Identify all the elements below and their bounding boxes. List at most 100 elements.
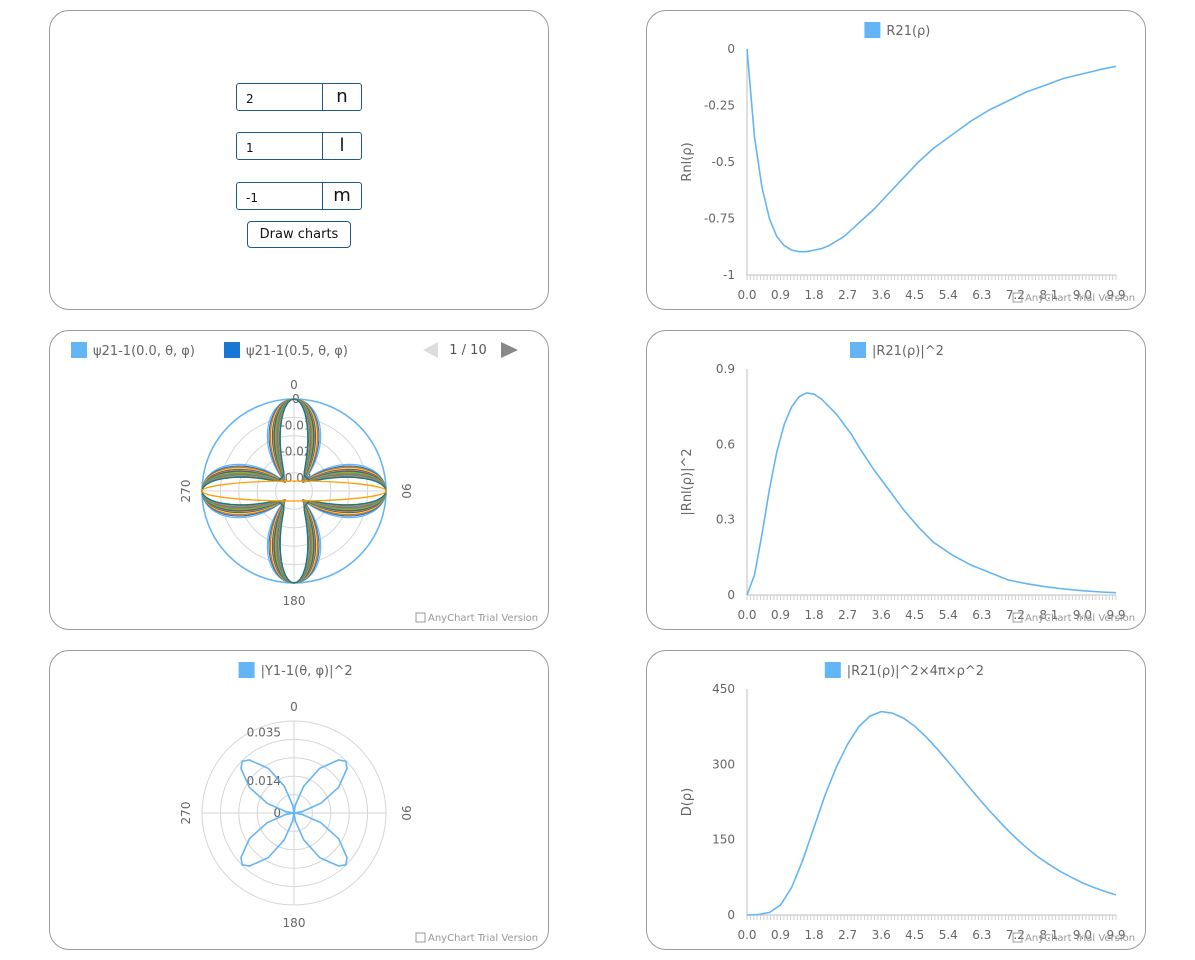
x-tick-label: 0.9: [771, 928, 790, 942]
x-tick-label: 7.2: [1006, 288, 1025, 302]
series-line: [746, 710, 1117, 916]
wavefunction-chart: ψ21-1(0.0, θ, φ) ψ21-1(0.5, θ, φ) 1 / 10 0 1…: [71, 342, 538, 624]
x-tick-label: 4.5: [905, 608, 924, 622]
angular-chart: |Y1-1(θ, φ)|^2 0 180 90 270 0.035 0.014 0 AnyCha…: [179, 662, 538, 944]
series-line: [746, 392, 1117, 596]
series-line: [240, 759, 348, 867]
watermark-text: AnyChart Trial Version: [1025, 933, 1135, 944]
angle-label-270: 270: [179, 480, 193, 503]
y-axis-title: D(ρ): [680, 788, 695, 816]
legend-label-0: R21(ρ): [886, 24, 930, 39]
draw-charts-button[interactable]: Draw charts: [247, 221, 351, 248]
watermark-icon: [1012, 612, 1023, 623]
angle-label-0: 0: [290, 700, 298, 714]
radial-squared-chart-panel: |R21(ρ)|^2 0.0 0.9 1.8 2.7 3.6 4.5 5.4 6.3 7.2 8.1…: [646, 330, 1146, 630]
radial-squared-chart: |R21(ρ)|^2 0.0 0.9 1.8 2.7 3.6 4.5 5.4 6.3 7.2 8.1…: [680, 342, 1135, 624]
x-tick-label: 0.0: [737, 928, 756, 942]
l-field: l: [236, 132, 362, 160]
y-tick-label: 450: [712, 682, 735, 696]
x-tick-label: 8.1: [1039, 928, 1058, 942]
legend-marker-1: [224, 342, 240, 358]
y-tick-label: 0: [727, 588, 735, 602]
radial-tick-label: 0.035: [247, 726, 281, 740]
x-tick-label: 1.8: [805, 288, 824, 302]
y-tick-label: 0: [727, 42, 735, 56]
legend-marker-0: [824, 662, 841, 678]
y-tick-label: 0.6: [716, 437, 735, 451]
x-tick-label: 8.1: [1039, 608, 1058, 622]
x-tick-label: 1.8: [805, 608, 824, 622]
legend-label-0: |R21(ρ)|^2: [872, 344, 944, 359]
n-label: n: [336, 86, 348, 107]
x-tick-label: 9.0: [1073, 608, 1092, 622]
x-tick-label: 3.6: [872, 288, 891, 302]
x-tick-label: 9.0: [1073, 288, 1092, 302]
x-tick-label: 2.7: [838, 608, 857, 622]
legend-label-1: ψ21-1(0.5, θ, φ): [246, 344, 348, 359]
y-tick-label: 0.3: [716, 513, 735, 527]
pager-label: 1 / 10: [449, 343, 486, 358]
l-input[interactable]: [237, 133, 321, 159]
x-tick-label: 9.9: [1106, 608, 1125, 622]
series-lobe-horizontal: [201, 480, 387, 502]
pager-prev-icon[interactable]: [423, 342, 438, 358]
x-tick-label: 5.4: [939, 288, 958, 302]
x-tick-label: 4.5: [905, 288, 924, 302]
x-tick-label: 0.9: [771, 288, 790, 302]
n-field: n: [236, 83, 362, 111]
x-tick-label: 5.4: [939, 928, 958, 942]
m-separator: [322, 183, 323, 209]
angle-label-0: 0: [290, 378, 298, 392]
pager-next-icon[interactable]: [501, 342, 518, 358]
y-tick-label: -1: [723, 268, 735, 282]
angle-label-90: 90: [399, 483, 413, 498]
x-tick-label: 1.8: [805, 928, 824, 942]
angle-label-180: 180: [283, 594, 306, 608]
legend-label-0: |Y1-1(θ, φ)|^2: [261, 664, 353, 679]
x-tick-label: 0.9: [771, 608, 790, 622]
radial-distribution-chart-panel: |R21(ρ)|^2×4π×ρ^2 0.0 0.9 1.8 2.7 3.6 4.5 5.4 6.…: [646, 650, 1146, 950]
x-tick-label: 2.7: [838, 928, 857, 942]
watermark-icon: [415, 932, 426, 943]
input-panel: n l m Draw charts: [49, 10, 549, 310]
x-tick-label: 6.3: [972, 608, 991, 622]
angle-label-90: 90: [399, 805, 413, 820]
y-axis-title: Rnl(ρ): [680, 142, 695, 181]
y-tick-label: 0: [727, 908, 735, 922]
angle-label-270: 270: [179, 802, 193, 825]
watermark-icon: [1012, 932, 1023, 943]
x-tick-label: 7.2: [1006, 928, 1025, 942]
watermark-icon: [415, 612, 426, 623]
legend-label-0: |R21(ρ)|^2×4π×ρ^2: [847, 664, 984, 679]
x-tick-label: 7.2: [1006, 608, 1025, 622]
radial-distribution-chart: |R21(ρ)|^2×4π×ρ^2 0.0 0.9 1.8 2.7 3.6 4.5 5.4 6.…: [680, 662, 1135, 944]
watermark-text: AnyChart Trial Version: [1025, 293, 1135, 304]
x-tick-label: 8.1: [1039, 288, 1058, 302]
x-tick-label: 0.0: [737, 608, 756, 622]
m-label: m: [333, 185, 351, 206]
x-tick-label: 2.7: [838, 288, 857, 302]
watermark-text: AnyChart Trial Version: [428, 933, 538, 944]
l-label: l: [339, 135, 345, 156]
watermark-text: AnyChart Trial Version: [428, 613, 538, 624]
radial-chart-panel: R21(ρ) 0.0 0.9 1.8 2.7 3.6 4.5 5.4 6.3 7.2 8.1 9.0 9…: [646, 10, 1146, 310]
legend-marker-0: [238, 662, 255, 678]
x-tick-label: 9.9: [1106, 288, 1125, 302]
x-tick-label: 3.6: [872, 608, 891, 622]
y-tick-label: -0.75: [704, 212, 735, 226]
watermark-text: AnyChart Trial Version: [1025, 613, 1135, 624]
legend-marker-0: [71, 342, 87, 358]
n-input[interactable]: [237, 84, 321, 110]
y-tick-label: 300: [712, 757, 735, 771]
y-tick-label: 0.9: [716, 362, 735, 376]
legend-marker-0: [864, 22, 881, 38]
radial-tick-label: -0.02: [280, 445, 311, 459]
watermark-icon: [1012, 292, 1023, 303]
x-tick-label: 3.6: [872, 928, 891, 942]
x-tick-label: 9.9: [1106, 928, 1125, 942]
m-input[interactable]: [237, 183, 321, 209]
wavefunction-chart-panel: ψ21-1(0.0, θ, φ) ψ21-1(0.5, θ, φ) 1 / 10 0 1…: [49, 330, 549, 630]
radial-chart: R21(ρ) 0.0 0.9 1.8 2.7 3.6 4.5 5.4 6.3 7.2 8.1 9.0 9…: [680, 22, 1135, 304]
y-tick-label: 150: [712, 833, 735, 847]
x-tick-label: 5.4: [939, 608, 958, 622]
